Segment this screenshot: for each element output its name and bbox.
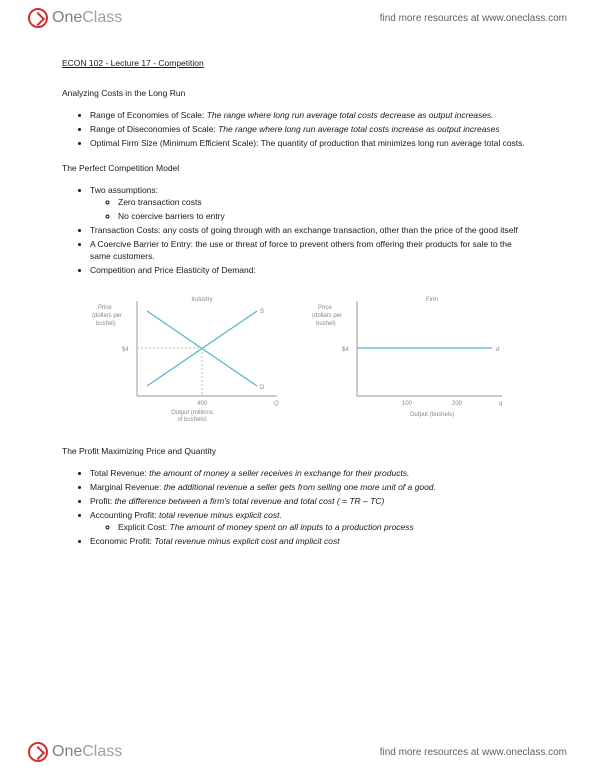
x-label: Output (millions xyxy=(171,410,213,416)
logo-word-one: One xyxy=(52,743,82,760)
list-item: Accounting Profit: total revenue minus e… xyxy=(90,510,533,534)
x-tick: 400 xyxy=(197,401,208,407)
x-label: Output (bushels) xyxy=(410,412,454,418)
definition: Total revenue minus explicit cost and im… xyxy=(154,536,339,546)
term: Marginal Revenue: xyxy=(90,482,164,492)
x-label: of bushels) xyxy=(177,417,206,421)
list-item: A Coercive Barrier to Entry: the use or … xyxy=(90,239,533,263)
y-label: (dollars per xyxy=(312,313,342,319)
list-item: Explicit Cost: The amount of money spent… xyxy=(118,522,533,534)
demand-label: d xyxy=(496,347,500,353)
footer-resource-link[interactable]: find more resources at www.oneclass.com xyxy=(380,747,567,758)
supply-label: S xyxy=(260,309,264,315)
logo-word-class: Class xyxy=(82,743,122,760)
logo-text: OneClass xyxy=(52,9,122,27)
y-label: (dollars per xyxy=(92,313,122,319)
logo-icon xyxy=(28,742,48,762)
term: Range of Economies of Scale: xyxy=(90,110,207,120)
definition: The range where long run average total c… xyxy=(207,110,494,120)
list-item: Competition and Price Elasticity of Dema… xyxy=(90,265,533,277)
list-item: Economic Profit: Total revenue minus exp… xyxy=(90,536,533,548)
y-tick: $4 xyxy=(342,347,349,353)
industry-chart-svg: Industry Price (dollars per bushel) S D … xyxy=(92,291,292,421)
y-tick: $4 xyxy=(122,347,129,353)
definition: the difference between a firm's total re… xyxy=(115,496,385,506)
x-axis-label: Q xyxy=(274,401,279,407)
definition: The amount of money spent on all inputs … xyxy=(170,522,414,532)
spacer-list: . xyxy=(62,421,533,433)
y-label: Price xyxy=(98,305,112,311)
list-item: Zero transaction costs xyxy=(118,197,533,209)
y-label: bushel) xyxy=(316,321,336,327)
list-item: Optimal Firm Size (Minimum Efficient Sca… xyxy=(90,138,533,150)
lecture-title: ECON 102 - Lecture 17 - Competition xyxy=(62,58,533,70)
document-body: ECON 102 - Lecture 17 - Competition Anal… xyxy=(62,58,533,562)
brand-logo: OneClass xyxy=(28,8,122,28)
sublist: Zero transaction costs No coercive barri… xyxy=(90,197,533,223)
page-header: OneClass find more resources at www.onec… xyxy=(0,0,595,36)
term: Profit: xyxy=(90,496,115,506)
demand-label: D xyxy=(260,385,265,391)
list-item: No coercive barriers to entry xyxy=(118,211,533,223)
definition: total revenue minus explicit cost. xyxy=(159,510,282,520)
list-item: Transaction Costs: any costs of going th… xyxy=(90,225,533,237)
y-label: Price xyxy=(318,305,332,311)
section2-heading: The Perfect Competition Model xyxy=(62,163,533,175)
chart-title: Industry xyxy=(191,297,212,303)
firm-chart-svg: Firm Price (dollars per bushel) d $4 100… xyxy=(312,291,512,421)
list-item: Two assumptions: Zero transaction costs … xyxy=(90,185,533,223)
term: Explicit Cost: xyxy=(118,522,170,532)
section1-list: Range of Economies of Scale: The range w… xyxy=(62,110,533,150)
firm-chart: Firm Price (dollars per bushel) d $4 100… xyxy=(312,291,512,421)
brand-logo-footer: OneClass xyxy=(28,742,122,762)
page-footer: OneClass find more resources at www.onec… xyxy=(0,734,595,770)
chart-title: Firm xyxy=(426,297,438,303)
x-tick: 200 xyxy=(452,401,463,407)
definition: The range where long run average total c… xyxy=(218,124,500,134)
logo-word-class: Class xyxy=(82,9,122,26)
term: Accounting Profit: xyxy=(90,510,159,520)
list-item: Range of Economies of Scale: The range w… xyxy=(90,110,533,122)
section2-list: Two assumptions: Zero transaction costs … xyxy=(62,185,533,276)
term: Total Revenue: xyxy=(90,468,149,478)
term: Range of Diseconomies of Scale: xyxy=(90,124,218,134)
logo-word-one: One xyxy=(52,9,82,26)
definition: the additional revenue a seller gets fro… xyxy=(164,482,436,492)
x-axis-label: q xyxy=(499,401,503,407)
section3-list: Total Revenue: the amount of money a sel… xyxy=(62,468,533,547)
x-tick: 100 xyxy=(402,401,413,407)
list-item: Profit: the difference between a firm's … xyxy=(90,496,533,508)
list-item: Marginal Revenue: the additional revenue… xyxy=(90,482,533,494)
logo-text: OneClass xyxy=(52,743,122,761)
term: Two assumptions: xyxy=(90,185,158,195)
charts-row: Industry Price (dollars per bushel) S D … xyxy=(92,291,533,421)
header-resource-link[interactable]: find more resources at www.oneclass.com xyxy=(380,13,567,24)
definition: the amount of money a seller receives in… xyxy=(149,468,409,478)
term: Economic Profit: xyxy=(90,536,154,546)
section1-heading: Analyzing Costs in the Long Run xyxy=(62,88,533,100)
y-label: bushel) xyxy=(96,321,116,327)
logo-icon xyxy=(28,8,48,28)
list-item: Range of Diseconomies of Scale: The rang… xyxy=(90,124,533,136)
sublist: Explicit Cost: The amount of money spent… xyxy=(90,522,533,534)
section3-heading: The Profit Maximizing Price and Quantity xyxy=(62,446,533,458)
industry-chart: Industry Price (dollars per bushel) S D … xyxy=(92,291,292,421)
list-item: Total Revenue: the amount of money a sel… xyxy=(90,468,533,480)
